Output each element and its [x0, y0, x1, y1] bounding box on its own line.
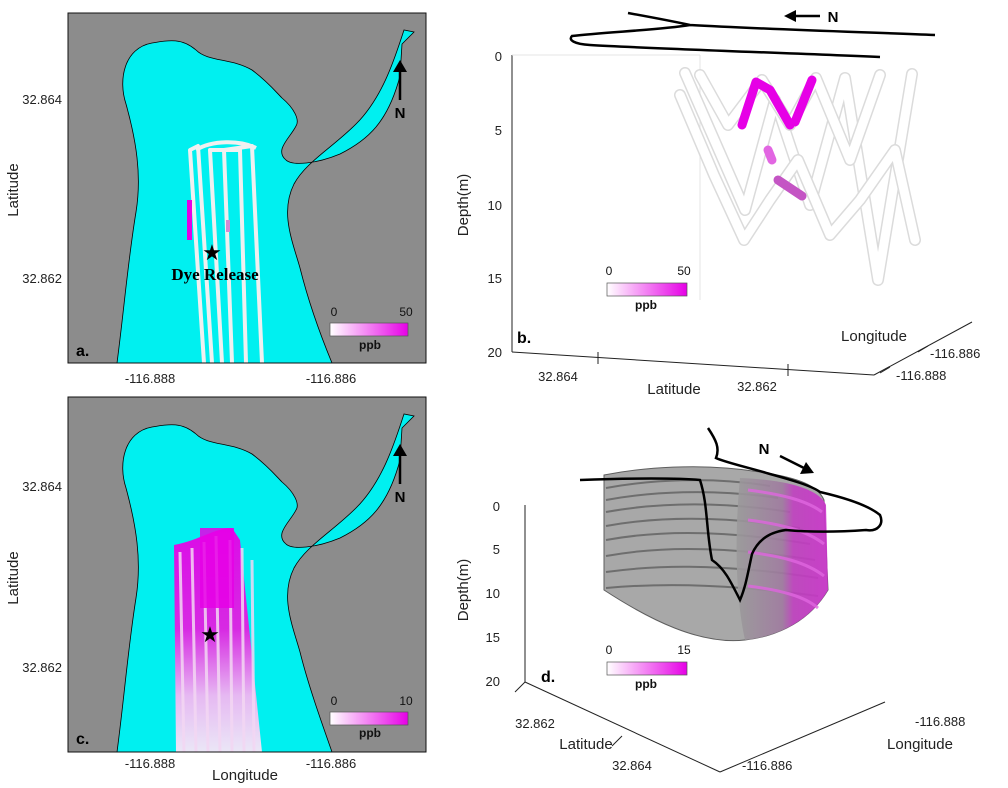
survey-plume-c — [174, 528, 262, 752]
colorbar-gradient-c — [329, 711, 409, 726]
colorbar-unit-c: ppb — [359, 726, 381, 740]
lat-label-d: Latitude — [559, 736, 612, 753]
ytick-c-0: 32.864 — [22, 479, 62, 494]
panel-c: ★ N c. 0 10 ppb -116.888 -116.886 Longit… — [5, 396, 427, 784]
coastline-b — [569, 11, 936, 59]
dye-release-star-c: ★ — [200, 622, 220, 647]
panel-d: N 0 15 ppb d. 0 5 10 15 20 Depth(m) 32.8… — [455, 427, 965, 773]
colorbar-min-d: 0 — [606, 643, 613, 657]
ytick-a-1: 32.862 — [22, 271, 62, 286]
survey-track-a — [188, 140, 264, 363]
ytick-b-3: 15 — [488, 271, 502, 286]
ytick-d-4: 20 — [486, 674, 500, 689]
north-arrow-a: N — [393, 60, 407, 122]
panel-b: N — [455, 9, 980, 398]
ytick-b-4: 20 — [488, 345, 502, 360]
ytick-a-0: 32.864 — [22, 92, 62, 107]
plot-frame-c — [67, 396, 427, 753]
xtick-c-1: -116.886 — [306, 756, 356, 771]
colorbar-max-b: 50 — [677, 264, 691, 278]
colorbar-max-c: 10 — [399, 694, 413, 708]
ytick-b-1: 5 — [495, 123, 502, 138]
svg-text:N: N — [759, 441, 770, 458]
ytick-d-1: 5 — [493, 542, 500, 557]
lon-label-d: Longitude — [887, 736, 953, 753]
lon-tick-b-0: -116.886 — [930, 346, 980, 361]
ytick-b-2: 10 — [488, 198, 502, 213]
colorbar-b: 0 50 ppb — [606, 264, 691, 312]
lon-tick-d-0: -116.888 — [915, 714, 965, 729]
dye-release-star-a: ★ — [202, 240, 222, 265]
coastline-d — [579, 427, 883, 603]
axes-b — [511, 55, 973, 376]
panel-label-c: c. — [76, 731, 89, 748]
ytick-d-0: 0 — [493, 499, 500, 514]
lat-tick-b-1: 32.862 — [737, 379, 777, 394]
svg-text:N: N — [395, 105, 406, 122]
svg-text:N: N — [395, 489, 406, 506]
map-water-a — [116, 29, 415, 363]
colorbar-gradient-d — [606, 661, 688, 676]
colorbar-min-a: 0 — [331, 305, 338, 319]
xlabel-c: Longitude — [212, 767, 278, 783]
plot-frame-a — [67, 12, 427, 364]
colorbar-gradient-a — [329, 322, 409, 337]
ylabel-d: Depth(m) — [455, 559, 472, 622]
panel-label-d: d. — [541, 669, 555, 686]
xtick-a-0: -116.888 — [125, 371, 175, 386]
lat-label-b: Latitude — [647, 381, 700, 398]
panel-a: ★ Dye Release N a. 0 50 ppb -116.888 -11… — [5, 12, 427, 386]
panel-label-a: a. — [76, 343, 89, 360]
colorbar-unit-b: ppb — [635, 298, 657, 312]
lon-label-b: Longitude — [841, 328, 907, 345]
colorbar-unit-d: ppb — [635, 677, 657, 691]
lat-tick-b-0: 32.864 — [538, 369, 578, 384]
lat-tick-d-0: 32.862 — [515, 716, 555, 731]
colorbar-max-d: 15 — [677, 643, 691, 657]
ylabel-a: Latitude — [5, 163, 22, 216]
panel-label-b: b. — [517, 330, 531, 347]
colorbar-max-a: 50 — [399, 305, 413, 319]
dye-marks-a — [187, 200, 230, 240]
colorbar-gradient-b — [606, 282, 688, 297]
colorbar-min-b: 0 — [606, 264, 613, 278]
xtick-c-0: -116.888 — [125, 756, 175, 771]
survey-tubes-d — [603, 466, 829, 642]
colorbar-min-c: 0 — [331, 694, 338, 708]
colorbar-a: 0 50 ppb — [329, 305, 413, 352]
colorbar-d: 0 15 ppb — [606, 643, 691, 691]
axes-d — [514, 505, 886, 773]
dye-release-label-a: Dye Release — [171, 265, 259, 284]
xtick-a-1: -116.886 — [306, 371, 356, 386]
lon-tick-d-1: -116.886 — [742, 758, 792, 773]
north-arrow-b: N — [784, 9, 838, 26]
svg-text:N: N — [828, 9, 839, 26]
colorbar-c: 0 10 ppb — [329, 694, 413, 740]
ytick-b-0: 0 — [495, 49, 502, 64]
north-arrow-c: N — [393, 444, 407, 506]
lon-tick-b-1: -116.888 — [896, 368, 946, 383]
ytick-d-3: 15 — [486, 630, 500, 645]
colorbar-unit-a: ppb — [359, 338, 381, 352]
lat-tick-d-1: 32.864 — [612, 758, 652, 773]
north-arrow-d: N — [759, 441, 814, 474]
ylabel-b: Depth(m) — [455, 174, 472, 237]
ytick-c-1: 32.862 — [22, 660, 62, 675]
dye-tubes-b — [737, 75, 817, 201]
ytick-d-2: 10 — [486, 586, 500, 601]
ylabel-c: Latitude — [5, 551, 22, 604]
